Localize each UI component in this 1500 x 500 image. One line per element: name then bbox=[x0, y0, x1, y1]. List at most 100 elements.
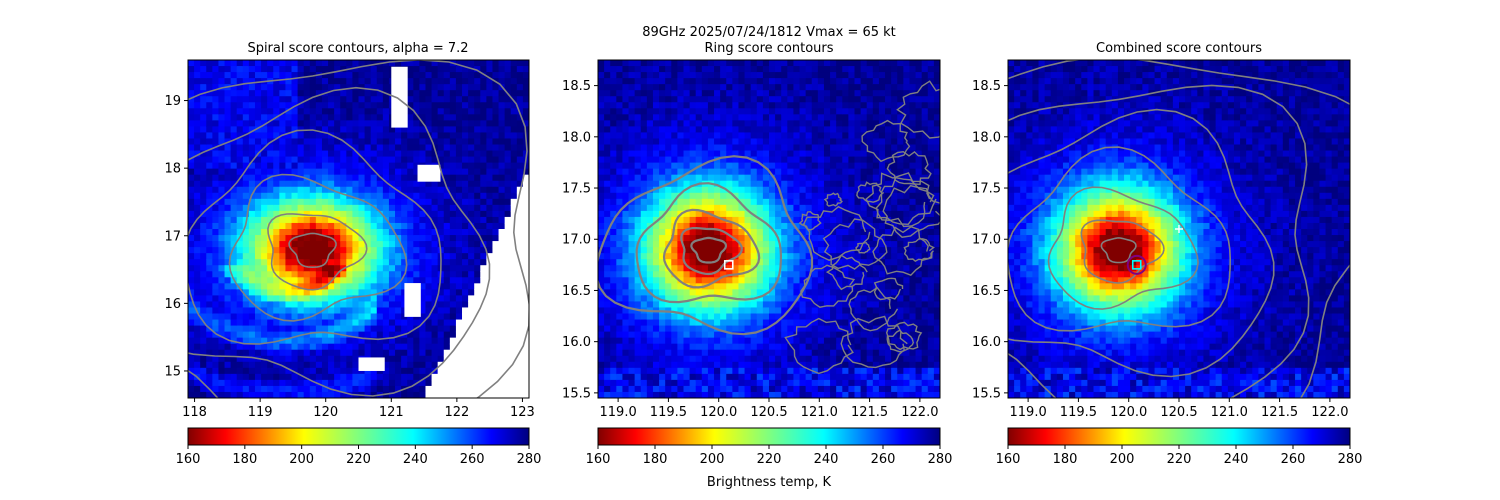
heatmap-cell bbox=[652, 132, 660, 140]
heatmap-cell bbox=[364, 174, 372, 182]
heatmap-cell bbox=[486, 186, 494, 194]
heatmap-cell bbox=[425, 283, 433, 290]
colorbar bbox=[187, 427, 530, 446]
heatmap-cell bbox=[522, 349, 529, 357]
heatmap-cell bbox=[689, 78, 697, 85]
heatmap-cell bbox=[769, 367, 776, 375]
x-tick-label: 118 bbox=[182, 405, 207, 420]
heatmap-cell bbox=[738, 265, 746, 272]
heatmap-cell bbox=[230, 301, 238, 309]
heatmap-cell bbox=[194, 271, 201, 278]
heatmap-cell bbox=[522, 72, 529, 79]
heatmap-cell bbox=[665, 90, 672, 97]
heatmap-cell bbox=[242, 289, 250, 296]
heatmap-cell bbox=[640, 235, 648, 242]
heatmap-cell bbox=[640, 90, 648, 97]
heatmap-cell bbox=[695, 192, 703, 200]
heatmap-cell bbox=[212, 120, 220, 127]
heatmap-cell bbox=[504, 204, 512, 212]
heatmap-cell bbox=[646, 349, 654, 357]
heatmap-cell bbox=[665, 301, 672, 309]
heatmap-cell bbox=[628, 144, 636, 152]
heatmap-cell bbox=[652, 355, 660, 363]
heatmap-cell bbox=[781, 367, 788, 375]
heatmap-cell bbox=[640, 385, 648, 393]
heatmap-cell bbox=[462, 277, 469, 284]
heatmap-cell bbox=[212, 78, 220, 85]
heatmap-cell bbox=[376, 385, 384, 393]
heatmap-cell bbox=[334, 126, 341, 134]
heatmap-cell bbox=[364, 337, 372, 345]
heatmap-cell bbox=[303, 361, 311, 369]
heatmap-cell bbox=[315, 150, 323, 158]
heatmap-cell bbox=[504, 307, 512, 315]
heatmap-cell bbox=[443, 253, 451, 260]
heatmap-cell bbox=[634, 277, 642, 284]
heatmap-cell bbox=[652, 331, 660, 339]
heatmap-cell bbox=[640, 210, 648, 218]
heatmap-cell bbox=[224, 144, 232, 152]
heatmap-cell bbox=[315, 132, 323, 140]
heatmap-cell bbox=[516, 180, 524, 188]
heatmap-cell bbox=[634, 313, 642, 321]
heatmap-cell bbox=[443, 343, 451, 351]
heatmap-cell bbox=[462, 271, 469, 278]
heatmap-cell bbox=[449, 337, 457, 345]
heatmap-cell bbox=[640, 126, 648, 134]
heatmap-cell bbox=[516, 132, 524, 140]
heatmap-cell bbox=[793, 78, 801, 85]
heatmap-cell bbox=[236, 247, 244, 254]
heatmap-cell bbox=[701, 361, 709, 369]
heatmap-cell bbox=[230, 229, 238, 236]
heatmap-cell bbox=[443, 337, 451, 345]
heatmap-cell bbox=[321, 204, 329, 212]
heatmap-cell bbox=[486, 96, 494, 103]
heatmap-cell bbox=[510, 90, 518, 97]
heatmap-cell bbox=[492, 90, 500, 97]
heatmap-cell bbox=[516, 373, 524, 381]
heatmap-cell bbox=[370, 96, 378, 103]
heatmap-cell bbox=[358, 96, 366, 103]
heatmap-cell bbox=[665, 235, 672, 242]
heatmap-cell bbox=[212, 84, 220, 91]
heatmap-cell bbox=[188, 138, 195, 146]
heatmap-cell bbox=[407, 66, 414, 73]
heatmap-cell bbox=[701, 229, 709, 236]
heatmap-cell bbox=[334, 186, 341, 194]
heatmap-cell bbox=[200, 114, 207, 121]
heatmap-cell bbox=[762, 379, 770, 387]
heatmap-cell bbox=[279, 229, 287, 236]
heatmap-cell bbox=[516, 174, 524, 182]
heatmap-cell bbox=[781, 60, 788, 67]
heatmap-cell bbox=[370, 253, 378, 260]
heatmap-cell bbox=[720, 325, 727, 333]
heatmap-cell bbox=[616, 144, 624, 152]
heatmap-cell bbox=[781, 259, 788, 266]
heatmap-cell bbox=[616, 337, 624, 345]
heatmap-cell bbox=[303, 301, 311, 309]
heatmap-cell bbox=[707, 379, 715, 387]
heatmap-cell bbox=[248, 229, 256, 236]
heatmap-cell bbox=[762, 241, 770, 248]
heatmap-cell bbox=[750, 90, 758, 97]
heatmap-cell bbox=[315, 216, 323, 224]
heatmap-cell bbox=[738, 210, 746, 218]
heatmap-cell bbox=[321, 349, 329, 357]
heatmap-cell bbox=[194, 277, 201, 284]
heatmap-cell bbox=[504, 367, 512, 375]
heatmap-cell bbox=[468, 72, 475, 79]
heatmap-cell bbox=[762, 174, 770, 182]
heatmap-cell bbox=[285, 295, 293, 303]
heatmap-cell bbox=[346, 307, 354, 315]
heatmap-cell bbox=[793, 72, 801, 79]
heatmap-cell bbox=[194, 108, 201, 115]
heatmap-cell bbox=[376, 198, 384, 206]
heatmap-cell bbox=[212, 162, 220, 170]
heatmap-cell bbox=[407, 84, 414, 91]
heatmap-cell bbox=[604, 277, 611, 284]
heatmap-cell bbox=[200, 204, 207, 212]
heatmap-cell bbox=[720, 96, 727, 103]
heatmap-cell bbox=[315, 114, 323, 121]
heatmap-cell bbox=[516, 331, 524, 339]
heatmap-cell bbox=[206, 186, 213, 194]
